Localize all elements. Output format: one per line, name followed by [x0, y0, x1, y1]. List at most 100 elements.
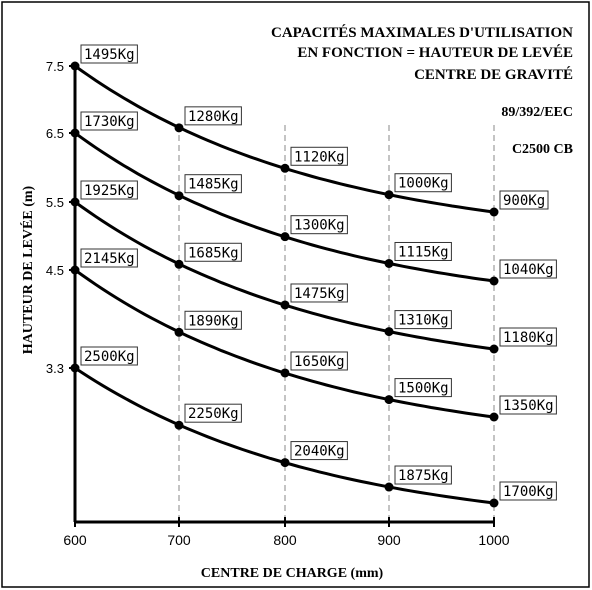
data-labels: 1495Kg 1280Kg 1120Kg 1000Kg 900Kg 1730Kg 1485K… — [80, 44, 557, 501]
data-label-7.5-900: 1000Kg — [394, 173, 452, 193]
data-label-7.5-1000: 900Kg — [499, 190, 549, 210]
data-point-4.5-700 — [174, 327, 184, 337]
data-label-6.5-600: 1730Kg — [80, 111, 138, 131]
data-label-box — [394, 310, 452, 330]
data-point-3.3-1000 — [489, 498, 499, 508]
x-tick-label-900: 900 — [377, 532, 401, 548]
x-tick-label-600: 600 — [63, 532, 87, 548]
data-point-7.5-800 — [280, 163, 290, 173]
data-label-box — [80, 111, 138, 131]
data-point-5.5-600 — [70, 197, 80, 207]
y-tick-label-6.5: 6.5 — [46, 126, 64, 141]
data-label-6.5-800: 1300Kg — [290, 215, 348, 235]
data-label-text: 1500Kg — [398, 381, 449, 397]
data-label-4.5-900: 1500Kg — [394, 378, 452, 398]
data-point-6.5-1000 — [489, 276, 499, 286]
data-label-text: 2500Kg — [84, 349, 135, 365]
data-label-6.5-1000: 1040Kg — [499, 259, 557, 279]
data-label-box — [499, 190, 549, 210]
data-label-box — [80, 180, 138, 200]
data-point-6.5-800 — [280, 232, 290, 242]
data-label-text: 1310Kg — [398, 313, 449, 329]
data-label-text: 1350Kg — [503, 398, 554, 414]
data-point-6.5-600 — [70, 128, 80, 138]
data-label-box — [394, 378, 452, 398]
data-label-box — [80, 44, 138, 64]
data-label-text: 1925Kg — [84, 183, 135, 199]
data-label-4.5-600: 2145Kg — [80, 248, 138, 268]
data-label-box — [184, 242, 242, 262]
data-label-box — [184, 310, 242, 330]
data-label-text: 2040Kg — [294, 444, 345, 460]
data-label-text: 1700Kg — [503, 484, 554, 500]
data-label-box — [290, 215, 348, 235]
x-tick-label-1000: 1000 — [478, 532, 509, 548]
data-label-3.3-900: 1875Kg — [394, 465, 452, 485]
data-label-3.3-700: 2250Kg — [184, 403, 242, 423]
data-label-6.5-700: 1485Kg — [184, 174, 242, 194]
chart-title-line-1: CAPACITÉS MAXIMALES D'UTILISATION — [271, 24, 573, 41]
data-label-6.5-900: 1115Kg — [394, 241, 452, 261]
data-label-box — [184, 174, 242, 194]
data-label-5.5-700: 1685Kg — [184, 242, 242, 262]
data-label-text: 1040Kg — [503, 262, 554, 278]
model-label: C2500 CB — [512, 142, 573, 157]
y-tick-label-5.5: 5.5 — [46, 195, 64, 210]
data-label-text: 1300Kg — [294, 218, 345, 234]
data-point-6.5-900 — [384, 258, 394, 268]
data-label-3.3-800: 2040Kg — [290, 441, 348, 461]
x-tick-label-800: 800 — [273, 532, 297, 548]
data-label-text: 1280Kg — [188, 109, 239, 125]
data-point-3.3-600 — [70, 363, 80, 373]
data-label-4.5-700: 1890Kg — [184, 310, 242, 330]
data-label-7.5-700: 1280Kg — [184, 106, 242, 126]
data-label-text: 2250Kg — [188, 406, 239, 422]
data-label-4.5-1000: 1350Kg — [499, 395, 557, 415]
data-label-box — [499, 327, 557, 347]
data-label-3.3-1000: 1700Kg — [499, 481, 557, 501]
data-label-text: 1180Kg — [503, 330, 554, 346]
data-label-box — [290, 441, 348, 461]
data-point-3.3-700 — [174, 420, 184, 430]
data-label-text: 1000Kg — [398, 176, 449, 192]
data-label-text: 1875Kg — [398, 468, 449, 484]
data-point-6.5-700 — [174, 191, 184, 201]
data-label-text: 1685Kg — [188, 245, 239, 261]
data-point-7.5-900 — [384, 190, 394, 200]
data-label-5.5-900: 1310Kg — [394, 310, 452, 330]
data-label-box — [394, 465, 452, 485]
data-point-7.5-700 — [174, 123, 184, 133]
x-axis-label: CENTRE DE CHARGE (mm) — [201, 566, 384, 581]
data-point-3.3-900 — [384, 482, 394, 492]
data-point-5.5-700 — [174, 259, 184, 269]
y-tick-label-7.5: 7.5 — [46, 59, 64, 74]
data-label-7.5-600: 1495Kg — [80, 44, 138, 64]
data-point-5.5-800 — [280, 300, 290, 310]
data-label-text: 1890Kg — [188, 313, 239, 329]
chart-title-line-3: CENTRE DE GRAVITÉ — [414, 66, 573, 83]
data-point-5.5-900 — [384, 327, 394, 337]
chart-title-line-2: EN FONCTION = HAUTEUR DE LEVÉE — [297, 44, 573, 61]
data-label-5.5-1000: 1180Kg — [499, 327, 557, 347]
data-label-box — [290, 283, 348, 303]
y-tick-label-3.3: 3.3 — [46, 361, 64, 376]
y-axis-label: HAUTEUR DE LEVÉE (m) — [19, 185, 36, 354]
data-point-4.5-800 — [280, 368, 290, 378]
data-label-box — [499, 259, 557, 279]
data-label-text: 2145Kg — [84, 251, 135, 267]
data-points — [70, 61, 499, 508]
x-tick-label-700: 700 — [167, 532, 191, 548]
data-point-4.5-900 — [384, 395, 394, 405]
grid-lines — [178, 125, 495, 522]
data-label-box — [80, 346, 138, 366]
data-point-3.3-800 — [280, 458, 290, 468]
data-point-4.5-600 — [70, 265, 80, 275]
data-label-text: 1730Kg — [84, 114, 135, 130]
data-label-text: 1485Kg — [188, 177, 239, 193]
directive-label: 89/392/EEC — [501, 105, 573, 120]
data-label-box — [80, 248, 138, 268]
data-label-text: 1120Kg — [294, 149, 345, 165]
data-label-7.5-800: 1120Kg — [290, 146, 348, 166]
data-point-7.5-600 — [70, 61, 80, 71]
